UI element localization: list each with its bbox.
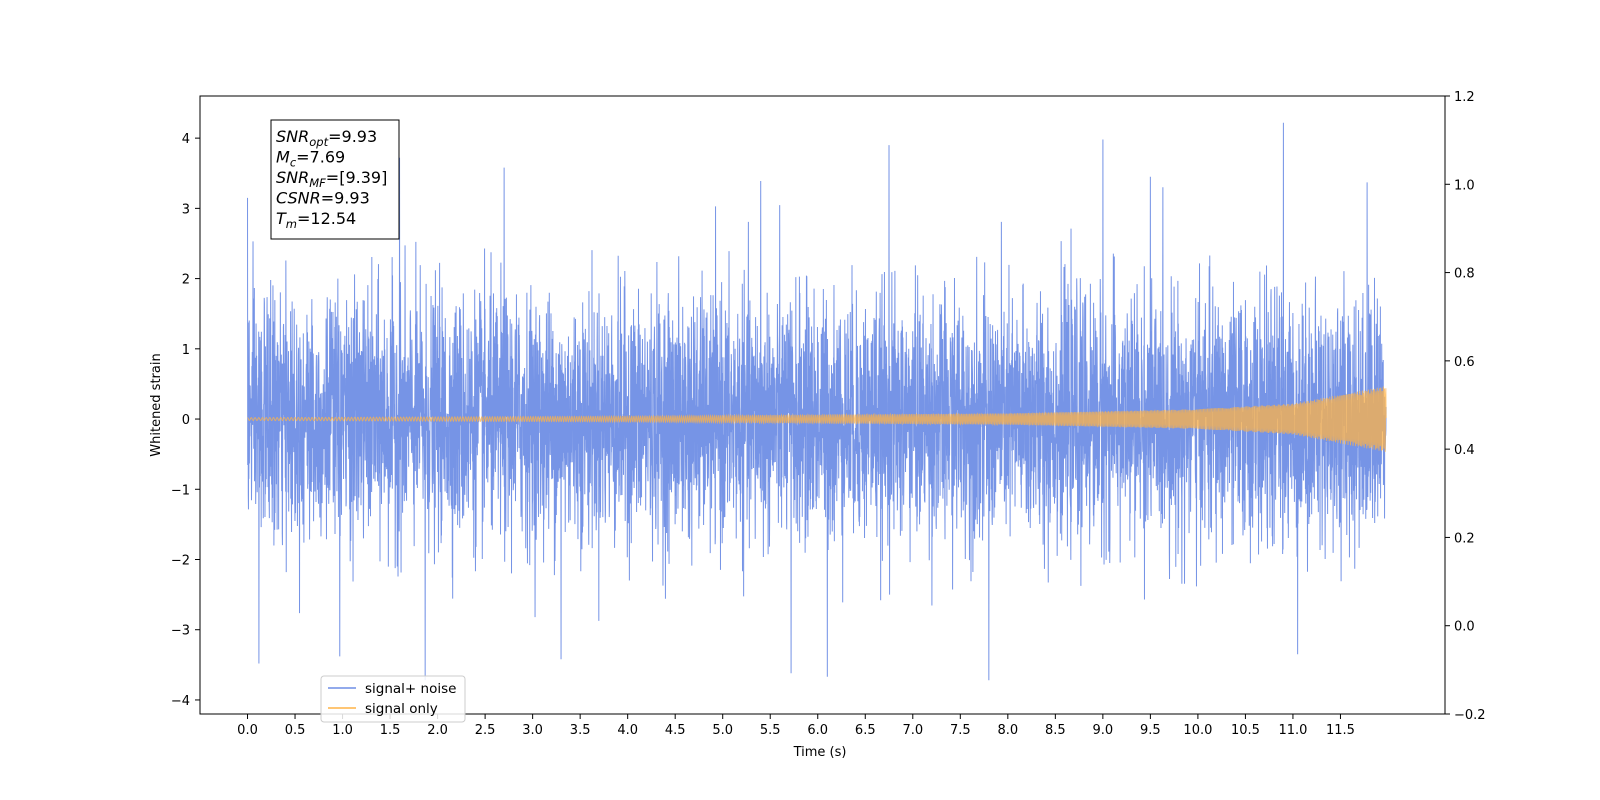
x-tick-label: 2.0: [427, 723, 448, 738]
legend-label-signal-noise: signal+ noise: [365, 681, 456, 697]
x-tick-label: 0.0: [237, 723, 258, 738]
x-tick-label: 0.5: [285, 723, 306, 738]
x-tick-label: 10.5: [1231, 723, 1260, 738]
stat-line: SNRopt=9.93: [276, 127, 377, 149]
stat-line: SNRMF=[9.39]: [276, 168, 387, 190]
x-tick-label: 1.0: [332, 723, 353, 738]
y2-tick-label: 1.2: [1454, 90, 1475, 105]
x-tick-label: 5.0: [712, 723, 733, 738]
x-tick-label: 5.5: [760, 723, 781, 738]
y-axis-left: 4 3 2 1 0 −1 −2 −3 −4: [171, 132, 200, 709]
y2-tick-label: 0.4: [1454, 443, 1475, 458]
x-tick-label: 8.5: [1045, 723, 1066, 738]
y2-tick-label: 1.0: [1454, 178, 1475, 193]
y-tick-label: 0: [182, 413, 190, 428]
y2-tick-label: 0.2: [1454, 531, 1475, 546]
x-tick-label: 7.5: [950, 723, 971, 738]
stat-line: CSNR=9.93: [276, 189, 370, 208]
x-axis: 0.0 0.5 1.0 1.5 2.0 2.5 3.0 3.5 4.0 4.5 5.0 5.5 6.0 6…: [237, 714, 1355, 738]
x-tick-label: 3.0: [522, 723, 543, 738]
y-tick-label: −1: [171, 483, 190, 498]
legend: signal+ noise signal only: [320, 675, 466, 723]
x-tick-label: 6.0: [807, 723, 828, 738]
series-layer: [247, 122, 1387, 681]
x-tick-label: 9.0: [1093, 723, 1114, 738]
y2-tick-label: −0.2: [1454, 708, 1486, 723]
x-tick-label: 1.5: [380, 723, 401, 738]
x-tick-label: 3.5: [570, 723, 591, 738]
y-tick-label: −2: [171, 554, 190, 569]
x-tick-label: 9.5: [1140, 723, 1161, 738]
plot-frame: [199, 95, 1446, 715]
x-tick-label: 6.5: [855, 723, 876, 738]
x-tick-label: 11.5: [1326, 723, 1355, 738]
y-axis-right: 1.2 1.0 0.8 0.6 0.4 0.2 0.0 −0.2: [1445, 90, 1486, 723]
x-tick-label: 4.5: [665, 723, 686, 738]
y2-tick-label: 0.8: [1454, 267, 1475, 282]
y-tick-label: 2: [182, 273, 190, 288]
x-tick-label: 4.0: [617, 723, 638, 738]
series-signal-noise: [247, 122, 1387, 681]
x-tick-label: 7.0: [902, 723, 923, 738]
y-tick-label: 3: [182, 202, 190, 217]
x-axis-label: Time (s): [793, 745, 847, 760]
y-tick-label: −4: [171, 694, 190, 709]
x-tick-label: 8.0: [997, 723, 1018, 738]
y-tick-label: 4: [182, 132, 190, 147]
x-tick-label: 10.0: [1183, 723, 1212, 738]
y2-tick-label: 0.0: [1454, 620, 1475, 635]
x-tick-label: 11.0: [1278, 723, 1307, 738]
legend-label-signal-only: signal only: [365, 701, 438, 717]
series-signal-only: [247, 386, 1387, 452]
y2-tick-label: 0.6: [1454, 355, 1475, 370]
y-axis-label: Whitened strain: [149, 353, 164, 456]
x-tick-label: 2.5: [475, 723, 496, 738]
stat-line: Tm=12.54: [276, 209, 356, 231]
stats-annotation-box: SNRopt=9.93Mc=7.69SNRMF=[9.39]CSNR=9.93T…: [270, 119, 400, 240]
stat-line: Mc=7.69: [276, 148, 345, 170]
y-tick-label: −3: [171, 624, 190, 639]
y-tick-label: 1: [182, 343, 190, 358]
legend-frame: [320, 675, 466, 723]
